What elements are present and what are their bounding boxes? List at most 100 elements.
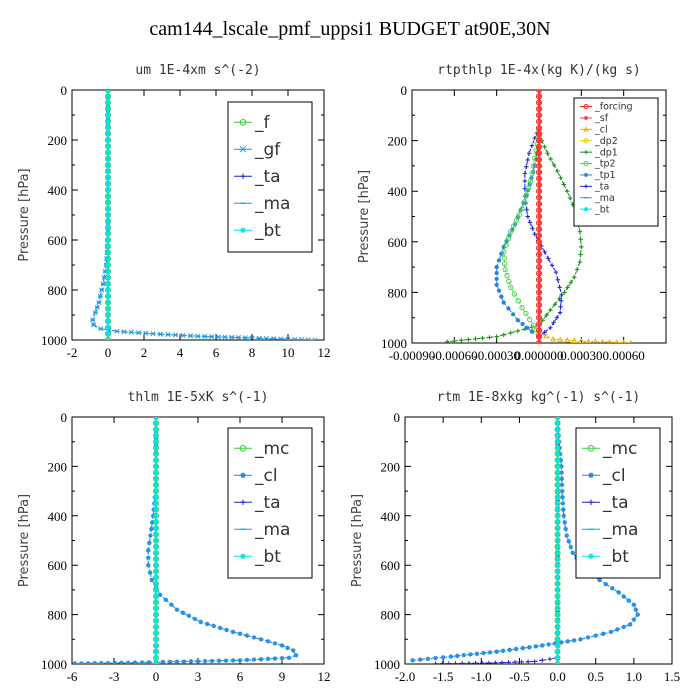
data-point bbox=[555, 500, 561, 506]
data-point bbox=[153, 470, 159, 476]
data-point bbox=[529, 143, 535, 148]
legend-marker bbox=[583, 104, 589, 110]
data-point bbox=[557, 310, 563, 315]
data-point bbox=[592, 338, 598, 343]
data-point bbox=[585, 338, 592, 343]
data-point bbox=[153, 439, 159, 445]
data-point bbox=[494, 264, 499, 270]
x-tick-label: -3 bbox=[109, 669, 120, 684]
data-point bbox=[105, 306, 111, 312]
data-point bbox=[499, 294, 504, 299]
data-point bbox=[105, 118, 111, 124]
x-tick-label: 0.00060 bbox=[603, 348, 645, 363]
legend-label: _cl bbox=[594, 124, 608, 135]
data-point bbox=[153, 445, 159, 451]
panel-title: rtm 1E-8xkg kg^(-1) s^(-1) bbox=[437, 390, 641, 405]
data-point bbox=[537, 340, 543, 343]
data-point bbox=[153, 513, 159, 519]
data-point bbox=[519, 304, 525, 311]
y-tick-label: 0 bbox=[61, 83, 68, 98]
legend-item: _f bbox=[234, 113, 271, 133]
legend-label: _tp2 bbox=[594, 159, 616, 170]
legend-label: _cl bbox=[254, 466, 278, 486]
data-point bbox=[555, 525, 561, 531]
data-point bbox=[537, 232, 543, 238]
data-point bbox=[105, 312, 111, 318]
data-point bbox=[519, 206, 525, 212]
data-point bbox=[555, 612, 561, 618]
legend: _forcing_sf_cl_dp2_dp1_tp2_tp1_ta_ma_bt bbox=[573, 97, 659, 227]
legend-item: _ta bbox=[234, 493, 281, 513]
data-point bbox=[537, 270, 543, 276]
data-point bbox=[486, 660, 492, 664]
data-point bbox=[537, 264, 543, 270]
data-point bbox=[532, 659, 537, 664]
x-tick-label: 2 bbox=[141, 345, 148, 360]
data-point bbox=[555, 476, 561, 482]
y-axis-label: Pressure [hPa] bbox=[350, 494, 365, 587]
data-point bbox=[537, 100, 543, 106]
legend-item: _mc bbox=[234, 439, 289, 459]
data-point bbox=[548, 307, 553, 313]
y-tick-label: 400 bbox=[381, 509, 401, 524]
data-point bbox=[105, 262, 111, 268]
series-bt bbox=[105, 90, 111, 340]
series-sf bbox=[537, 90, 543, 343]
data-point bbox=[515, 318, 521, 323]
legend-label: _bt bbox=[594, 204, 610, 215]
data-point bbox=[537, 157, 543, 163]
data-point bbox=[529, 170, 535, 177]
legend-item: _cl bbox=[234, 466, 278, 486]
data-point bbox=[555, 593, 561, 599]
data-point bbox=[523, 310, 529, 317]
data-point bbox=[559, 292, 564, 298]
legend-marker bbox=[584, 184, 588, 189]
data-point bbox=[555, 649, 561, 655]
data-point bbox=[501, 300, 506, 305]
data-point bbox=[496, 258, 502, 263]
data-point bbox=[537, 258, 543, 264]
legend-label: _tp1 bbox=[594, 170, 616, 181]
legend-item: _ma bbox=[582, 520, 638, 540]
data-point bbox=[433, 661, 438, 664]
data-point bbox=[565, 285, 570, 290]
legend-item: _tp2 bbox=[580, 159, 616, 170]
data-point bbox=[153, 476, 159, 482]
data-point bbox=[480, 335, 485, 341]
data-point bbox=[555, 575, 561, 581]
data-point bbox=[537, 226, 543, 232]
x-tick-label: -0.00060 bbox=[431, 348, 478, 363]
legend-label: _bt bbox=[254, 547, 281, 567]
legend-label: _ma bbox=[254, 520, 290, 540]
data-point bbox=[555, 451, 561, 457]
data-point bbox=[494, 334, 499, 339]
legend-item: _cl bbox=[580, 124, 608, 135]
panel-title: thlm 1E-5xK s^(-1) bbox=[128, 390, 269, 405]
series-line bbox=[447, 127, 582, 343]
data-point bbox=[533, 157, 539, 162]
y-tick-label: 600 bbox=[388, 235, 408, 250]
data-point bbox=[574, 267, 580, 272]
data-point bbox=[537, 131, 543, 137]
data-point bbox=[499, 660, 505, 664]
x-tick-label: -2.0 bbox=[395, 669, 416, 684]
legend-item: _ta bbox=[580, 181, 609, 192]
data-point bbox=[508, 228, 514, 235]
data-point bbox=[555, 605, 561, 611]
legend: _mc _cl _ta _ma _bt bbox=[575, 427, 661, 579]
data-point bbox=[493, 660, 498, 664]
data-point bbox=[532, 232, 537, 237]
data-point bbox=[537, 93, 543, 99]
data-point bbox=[153, 642, 159, 648]
x-tick-label: -0.5 bbox=[509, 669, 530, 684]
data-point bbox=[105, 168, 111, 174]
data-point bbox=[551, 162, 557, 168]
x-tick-label: 12 bbox=[318, 669, 331, 684]
data-point bbox=[552, 302, 558, 307]
data-point bbox=[105, 175, 111, 180]
data-point bbox=[542, 144, 547, 150]
data-point bbox=[105, 100, 111, 105]
data-point bbox=[537, 283, 543, 289]
data-point bbox=[105, 325, 111, 330]
data-point bbox=[555, 599, 561, 605]
